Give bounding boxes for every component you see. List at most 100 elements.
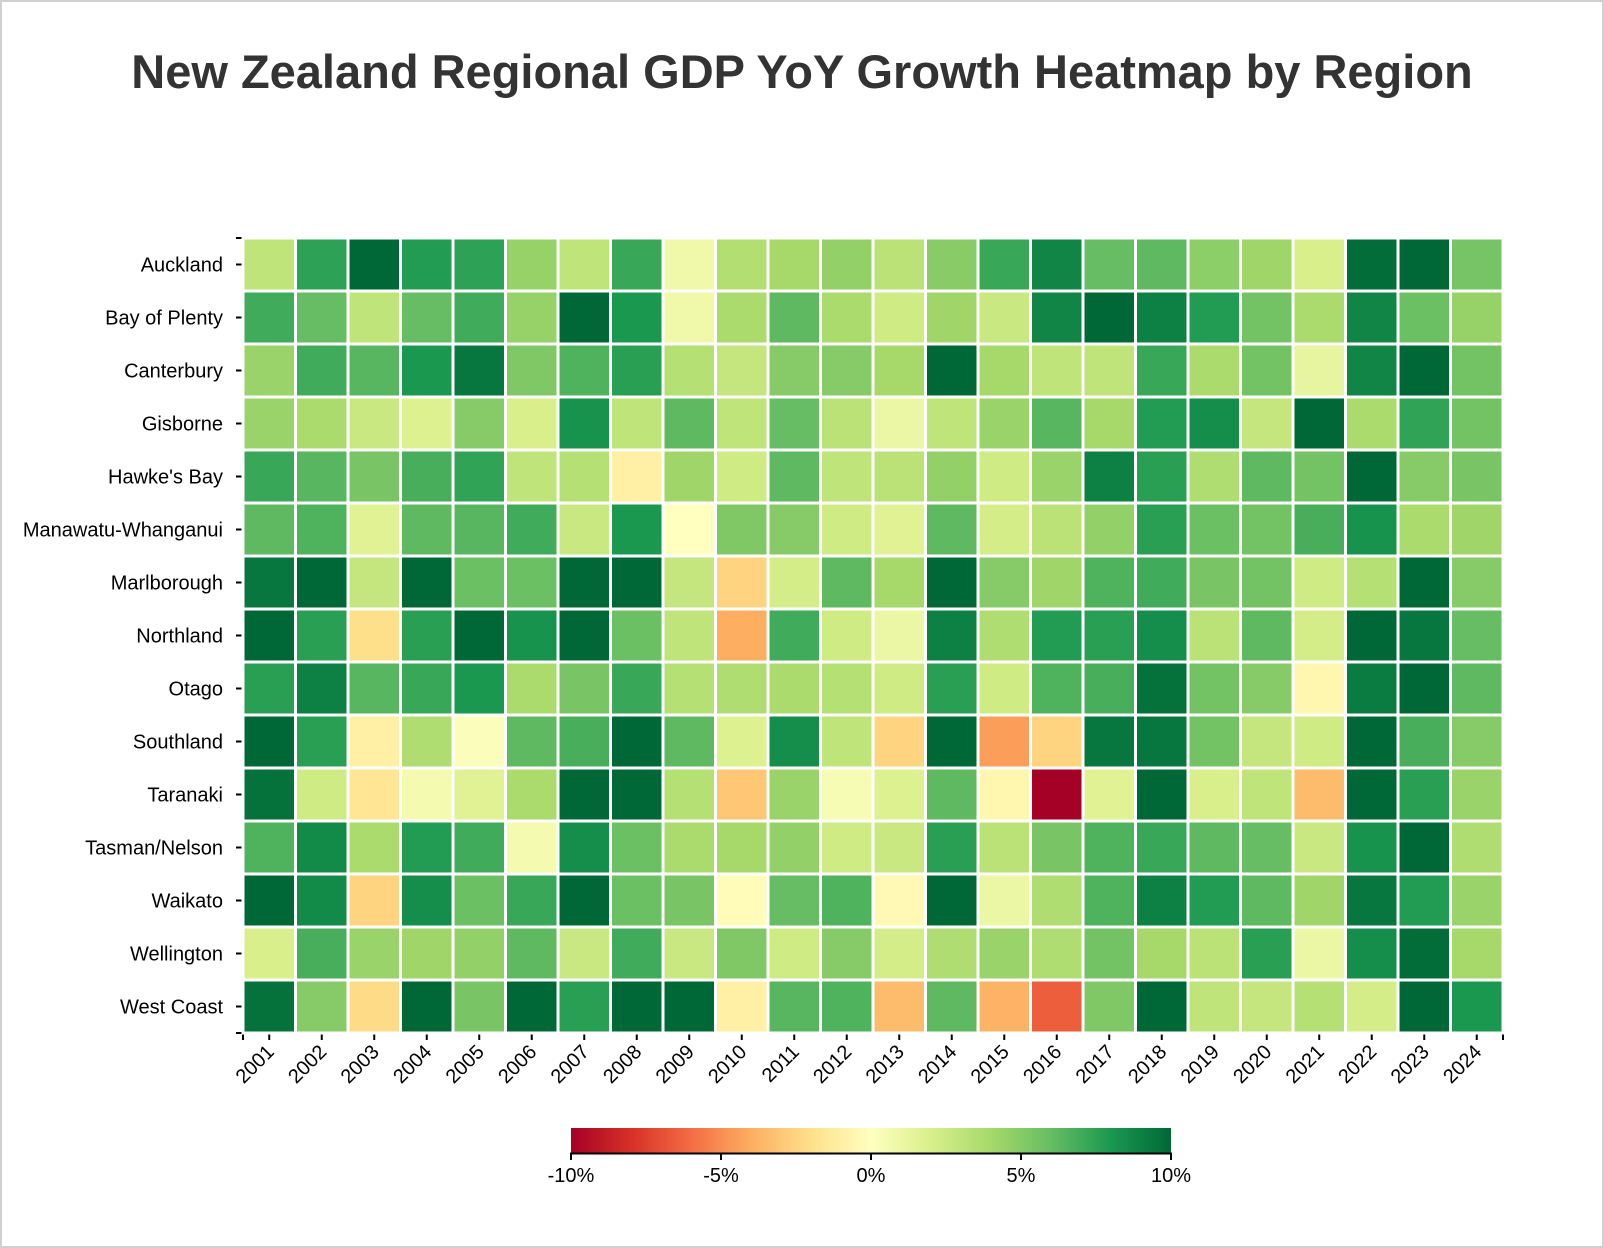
y-tick-label: Canterbury [124,361,223,383]
heatmap-cell: Hawke's Bay 2013: 3.2% [871,448,927,505]
heatmap-cell: West Coast 2019: 3% [1186,978,1242,1035]
heatmap-cell: Hawke's Bay 2024: 5.4% [1449,448,1505,505]
heatmap-cell: Northland 2013: 1% [871,607,927,664]
x-tick-label: 2003 [337,1041,384,1088]
heatmap-cell: Wellington 2002: 6.8% [294,925,350,982]
heatmap-cell: Marlborough 2002: 10% [294,554,350,611]
heatmap-cell: Hawke's Bay 2008: -1% [609,448,665,505]
heatmap-cell: Tasman/Nelson 2010: 4% [714,819,770,876]
heatmap-cell: Tasman/Nelson 2005: 7% [451,819,507,876]
heatmap-cell: Northland 2017: 7.6% [1081,607,1137,664]
heatmap-cell: Marlborough 2023: 10% [1396,554,1452,611]
heatmap-cell: Southland 2002: 7.6% [294,713,350,770]
y-tick-label: Marlborough [111,573,223,595]
heatmap-cell: Taranaki 2009: 3.4% [661,766,717,823]
heatmap-cell: Bay of Plenty 2005: 7% [451,289,507,346]
heatmap-cell: Manawatu-Whanganui 2023: 3.8% [1396,501,1452,558]
heatmap-cell: Waikato 2011: 6% [766,872,822,929]
heatmap-cell: Canterbury 2005: 9.4% [451,342,507,399]
x-tick-label: 2010 [704,1041,751,1088]
heatmap-cell: Gisborne 2002: 3.8% [294,395,350,452]
heatmap-cell: Tasman/Nelson 2003: 3.8% [346,819,402,876]
heatmap-cell: Waikato 2005: 5.8% [451,872,507,929]
heatmap-cell: Bay of Plenty 2009: 0.8% [661,289,717,346]
heatmap-cell: Manawatu-Whanganui 2010: 5.2% [714,501,770,558]
heatmap-cell: Tasman/Nelson 2004: 7.8% [399,819,455,876]
heatmap-cell: Waikato 2017: 6.6% [1081,872,1137,929]
heatmap-cell: Hawke's Bay 2021: 5.6% [1291,448,1347,505]
heatmap-cell: Bay of Plenty 2004: 6% [399,289,455,346]
heatmap-cell: Hawke's Bay 2003: 5.4% [346,448,402,505]
heatmap-cell: West Coast 2008: 10% [609,978,665,1035]
heatmap-cell: Taranaki 2016: -10% [1029,766,1085,823]
heatmap-cell: Gisborne 2023: 7.4% [1396,395,1452,452]
heatmap-cell: Waikato 2006: 7.2% [504,872,560,929]
heatmap-cell: Waikato 2019: 7.8% [1186,872,1242,929]
heatmap-cell: Southland 2001: 10% [241,713,297,770]
heatmap-cell: Marlborough 2024: 5% [1449,554,1505,611]
heatmap-cell: Waikato 2015: 1% [976,872,1032,929]
heatmap-cell: Waikato 2012: 6.6% [819,872,875,929]
heatmap-cell: Taranaki 2011: 4.4% [766,766,822,823]
heatmap-cell: Waikato 2008: 5.8% [609,872,665,929]
heatmap-cell: Gisborne 2005: 5% [451,395,507,452]
heatmap-cell: Southland 2013: -2.5% [871,713,927,770]
y-tick-label: Northland [136,626,223,648]
heatmap-cell: Tasman/Nelson 2017: 6.6% [1081,819,1137,876]
y-tick-label: Southland [133,732,223,754]
heatmap-cell: Gisborne 2007: 8.2% [556,395,612,452]
heatmap-cell: West Coast 2004: 10% [399,978,455,1035]
heatmap-cell: West Coast 2005: 5.4% [451,978,507,1035]
heatmap-cell: Gisborne 2017: 4% [1081,395,1137,452]
heatmap-cell: Northland 2015: 3.6% [976,607,1032,664]
heatmap-cell: Bay of Plenty 2022: 8.8% [1344,289,1400,346]
heatmap-cell: Tasman/Nelson 2024: 3.6% [1449,819,1505,876]
heatmap-cell: Taranaki 2015: -0.6% [976,766,1032,823]
heatmap-cell: Wellington 2009: 2.6% [661,925,717,982]
heatmap-cell: Wellington 2021: 1% [1291,925,1347,982]
heatmap-cell: Hawke's Bay 2007: 3.4% [556,448,612,505]
heatmap-cell: Southland 2023: 6.8% [1396,713,1452,770]
heatmap-cell: Marlborough 2022: 3.4% [1344,554,1400,611]
colorbar-tick-label: 0% [857,1165,886,1187]
heatmap-cell: Otago 2003: 6.4% [346,660,402,717]
heatmap-cell: Tasman/Nelson 2015: 3.2% [976,819,1032,876]
heatmap-cell: West Coast 2018: 10% [1134,978,1190,1035]
heatmap-cell: Wellington 2015: 4.4% [976,925,1032,982]
heatmap-cell: Waikato 2018: 9% [1134,872,1190,929]
heatmap-cell: Bay of Plenty 2001: 7% [241,289,297,346]
heatmap-cell: Hawke's Bay 2005: 7.4% [451,448,507,505]
heatmap-cell: Manawatu-Whanganui 2016: 3.2% [1029,501,1085,558]
heatmap-cell: Southland 2015: -4.5% [976,713,1032,770]
heatmap-cell: Auckland 2022: 9.8% [1344,236,1400,293]
heatmap-cell: Tasman/Nelson 2011: 4.6% [766,819,822,876]
y-tick-label: Auckland [141,255,223,277]
heatmap-cell: West Coast 2014: 6.2% [924,978,980,1035]
heatmap-cell: West Coast 2022: 2.2% [1344,978,1400,1035]
heatmap-cell: Waikato 2016: 3.6% [1029,872,1085,929]
heatmap-cell: West Coast 2009: 10% [661,978,717,1035]
heatmap-cell: West Coast 2017: 5.2% [1081,978,1137,1035]
heatmap-cell: Bay of Plenty 2016: 8.8% [1029,289,1085,346]
heatmap-cell: Tasman/Nelson 2007: 8.4% [556,819,612,876]
heatmap-cell: Hawke's Bay 2001: 7.2% [241,448,297,505]
heatmap-cell: Canterbury 2008: 7.6% [609,342,665,399]
heatmap-cell: Marlborough 2017: 6.6% [1081,554,1137,611]
heatmap-cell: Otago 2024: 6.2% [1449,660,1505,717]
y-axis: Auckland Bay of Plenty Canterbury Gisborne H… [23,237,244,1034]
heatmap-cell: Wellington 2019: 3.2% [1186,925,1242,982]
heatmap-cell: Taranaki 2021: -3.5% [1291,766,1347,823]
heatmap-cell: Tasman/Nelson 2020: 6% [1239,819,1295,876]
heatmap-cell: Bay of Plenty 2007: 10% [556,289,612,346]
heatmap-cell: Taranaki 2005: 1.6% [451,766,507,823]
heatmap-cell: Canterbury 2004: 8% [399,342,455,399]
heatmap-cell: Taranaki 2023: 7.6% [1396,766,1452,823]
heatmap-cell: Marlborough 2019: 5.4% [1186,554,1242,611]
heatmap-cell: Wellington 2012: 5% [819,925,875,982]
heatmap-cell: Otago 2012: 3.4% [819,660,875,717]
heatmap-cell: Tasman/Nelson 2016: 5.4% [1029,819,1085,876]
heatmap-cell: Northland 2022: 10% [1344,607,1400,664]
heatmap-cell: West Coast 2012: 6.6% [819,978,875,1035]
heatmap-cell: Canterbury 2012: 5% [819,342,875,399]
heatmap-cell: Wellington 2003: 4.4% [346,925,402,982]
